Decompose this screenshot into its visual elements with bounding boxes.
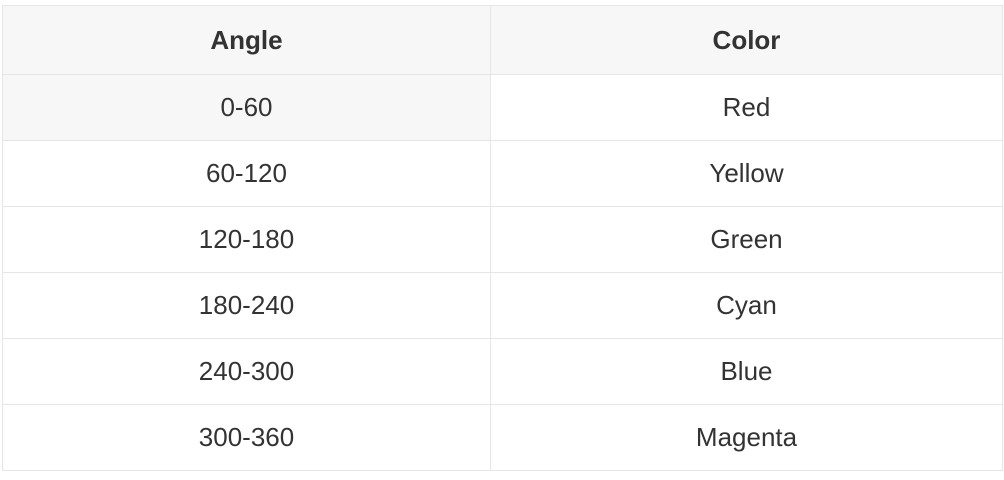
table-row: 0-60 Red xyxy=(2,74,1003,141)
cell-color: Red xyxy=(490,74,1003,141)
cell-angle: 180-240 xyxy=(2,272,491,339)
angle-color-table: Angle Color 0-60 Red 60-120 Yellow 120-1… xyxy=(2,5,1003,471)
cell-color: Cyan xyxy=(490,272,1003,339)
table-row: 180-240 Cyan xyxy=(2,272,1003,339)
cell-angle: 300-360 xyxy=(2,404,491,471)
table-row: 240-300 Blue xyxy=(2,338,1003,405)
table-row: 120-180 Green xyxy=(2,206,1003,273)
header-color: Color xyxy=(490,5,1003,75)
table-container: Angle Color 0-60 Red 60-120 Yellow 120-1… xyxy=(2,5,1003,471)
cell-color: Blue xyxy=(490,338,1003,405)
table-row: 300-360 Magenta xyxy=(2,404,1003,471)
table-header-row: Angle Color xyxy=(2,5,1003,75)
cell-angle: 240-300 xyxy=(2,338,491,405)
cell-angle: 120-180 xyxy=(2,206,491,273)
cell-angle: 0-60 xyxy=(2,74,491,141)
cell-color: Yellow xyxy=(490,140,1003,207)
cell-angle: 60-120 xyxy=(2,140,491,207)
cell-color: Green xyxy=(490,206,1003,273)
cell-color: Magenta xyxy=(490,404,1003,471)
table-row: 60-120 Yellow xyxy=(2,140,1003,207)
header-angle: Angle xyxy=(2,5,491,75)
